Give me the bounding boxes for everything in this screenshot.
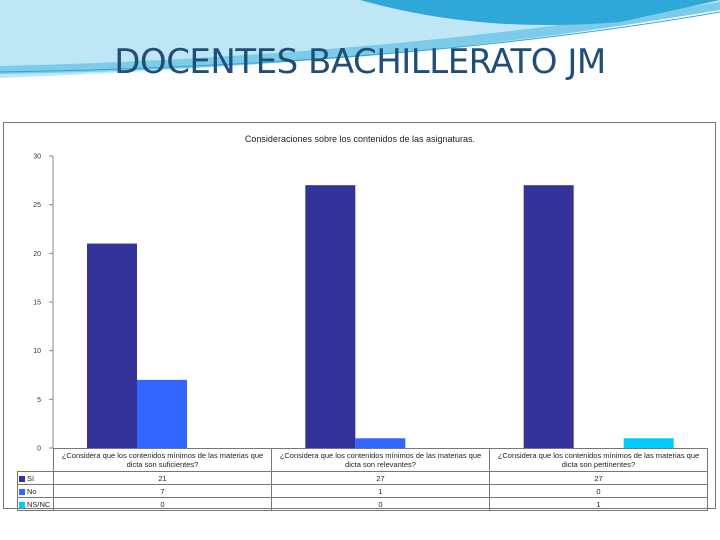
table-category-label: ¿Considera que los contenidos mínimos de… [271, 448, 490, 472]
y-tick-label: 15 [33, 300, 41, 307]
table-category-label: ¿Considera que los contenidos mínimos de… [489, 448, 708, 472]
bar-s--3 [523, 185, 574, 448]
header-swoosh-decoration [0, 0, 720, 78]
table-row: NS/NC 0 0 1 [17, 497, 708, 511]
data-label: 0 [53, 497, 272, 511]
legend-label: Sí [27, 473, 35, 483]
table-row: Sí 21 27 27 [17, 471, 708, 485]
table-row: No 7 1 0 [17, 484, 708, 498]
data-label: 0 [489, 484, 708, 498]
y-tick-label: 5 [37, 397, 41, 404]
slide-title: DOCENTES BACHILLERATO JM [114, 42, 606, 82]
table-category-label: ¿Considera que los contenidos mínimos de… [53, 448, 272, 472]
table-corner-cell [18, 449, 54, 472]
data-label: 27 [271, 471, 490, 485]
data-label: 1 [489, 497, 708, 511]
legend-swatch [19, 501, 25, 508]
data-label: 21 [53, 471, 272, 485]
y-tick-label: 25 [33, 202, 41, 209]
legend-entry: Sí [17, 471, 54, 485]
swoosh-band-dark [360, 0, 720, 26]
bar-s--1 [87, 243, 137, 448]
legend-label: NS/NC [27, 499, 51, 509]
legend-entry: No [17, 484, 54, 498]
chart-title: Consideraciones sobre los contenidos de … [244, 134, 476, 144]
data-label: 1 [271, 484, 490, 498]
table-header-row: ¿Considera que los contenidos mínimos de… [18, 448, 708, 472]
y-tick-label: 30 [33, 154, 41, 161]
y-tick-label: 10 [33, 348, 41, 355]
bar-no-2 [355, 438, 406, 448]
legend-label: No [27, 486, 37, 496]
bar-ns-nc-3 [623, 438, 674, 448]
y-tick-label: 20 [33, 251, 41, 258]
chart-axes: 0 5 10 15 20 25 30 [33, 154, 54, 453]
swoosh-band-mid [0, 2, 720, 74]
legend-entry: NS/NC [17, 497, 54, 511]
bar-no-1 [137, 379, 187, 448]
legend-swatch [19, 488, 25, 495]
bar-s--2 [305, 185, 356, 448]
y-tick-label: 0 [37, 446, 41, 453]
swoosh-line [0, 11, 720, 73]
legend-swatch [19, 475, 25, 482]
data-label: 7 [53, 484, 272, 498]
chart-data-table: ¿Considera que los contenidos mínimos de… [17, 448, 708, 511]
data-label: 27 [489, 471, 708, 485]
chart-bars [87, 185, 674, 448]
data-label: 0 [271, 497, 490, 511]
